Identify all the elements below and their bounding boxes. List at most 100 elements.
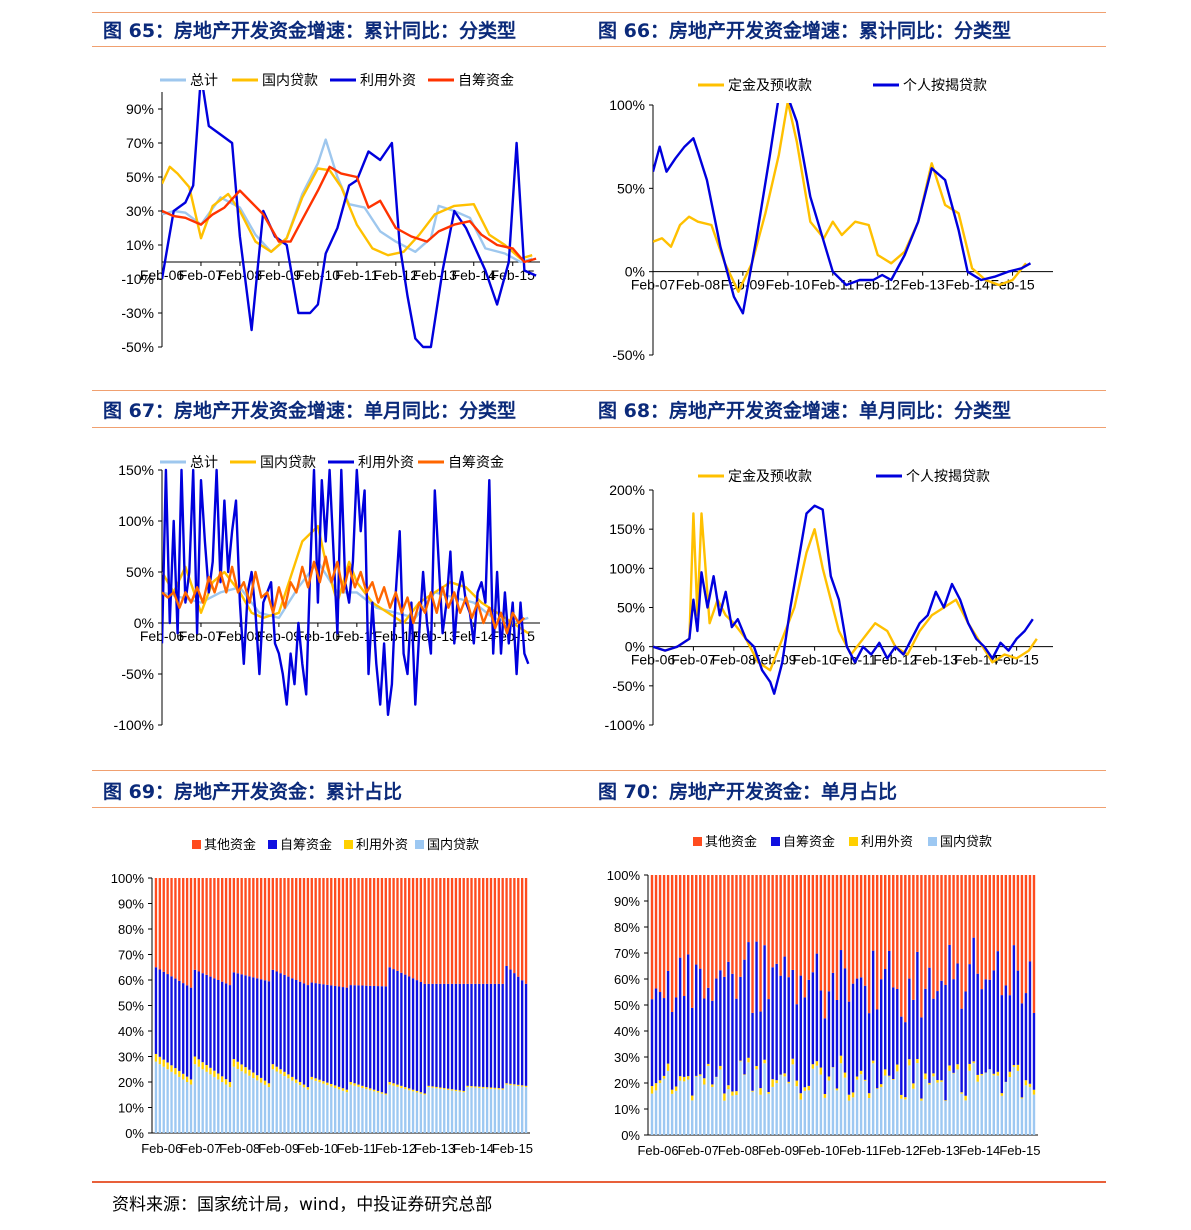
stacked-bar xyxy=(341,878,345,1133)
bar-segment xyxy=(779,975,782,1075)
stacked-bar xyxy=(751,875,754,1135)
stacked-bar xyxy=(948,875,951,1135)
bar-segment xyxy=(224,878,228,984)
stacked-bar xyxy=(306,878,310,1133)
bar-segment xyxy=(779,875,782,976)
stacked-bar xyxy=(201,878,204,1133)
x-tick-label: Feb-09 xyxy=(257,628,302,644)
x-tick-label: Feb-07 xyxy=(180,1141,221,1156)
bar-segment xyxy=(928,1082,931,1085)
bar-segment xyxy=(267,981,271,1084)
bar-segment xyxy=(815,875,819,954)
x-tick-label: Feb-12 xyxy=(879,1143,920,1158)
bar-segment xyxy=(189,878,193,988)
stacked-bar xyxy=(283,878,286,1133)
bar-segment xyxy=(287,1078,290,1133)
bar-segment xyxy=(908,1065,911,1135)
stacked-bar xyxy=(513,878,516,1133)
stacked-bar xyxy=(443,878,446,1133)
stacked-bar xyxy=(1016,875,1020,1135)
bar-segment xyxy=(650,1086,654,1094)
bar-segment xyxy=(827,1076,831,1081)
stacked-bar xyxy=(900,875,903,1135)
bar-segment xyxy=(259,979,263,1078)
bar-segment xyxy=(466,1087,469,1133)
bar-segment xyxy=(205,1065,208,1072)
stacked-bar xyxy=(920,875,923,1135)
legend-swatch xyxy=(693,837,702,846)
y-tick-label: 20% xyxy=(614,1076,640,1091)
bar-segment xyxy=(884,1075,887,1135)
bar-segment xyxy=(1008,995,1012,1072)
bar-segment xyxy=(1000,875,1004,996)
stacked-bar xyxy=(170,878,173,1133)
bar-segment xyxy=(302,878,306,984)
bar-segment xyxy=(795,1004,798,1081)
bar-segment xyxy=(763,1063,766,1135)
bar-segment xyxy=(1024,1085,1028,1135)
bar-segment xyxy=(485,1087,489,1089)
bar-segment xyxy=(217,878,220,980)
legend-swatch xyxy=(415,840,424,849)
bar-segment xyxy=(497,1088,500,1090)
bar-segment xyxy=(682,1076,686,1082)
bar-segment xyxy=(443,1089,446,1133)
bar-segment xyxy=(275,971,278,1067)
bar-segment xyxy=(489,983,493,1088)
bar-segment xyxy=(960,1093,963,1135)
bar-segment xyxy=(976,1074,979,1082)
bar-segment xyxy=(775,1080,778,1084)
bar-segment xyxy=(259,878,263,980)
bar-segment xyxy=(964,1100,967,1135)
bar-segment xyxy=(345,878,349,988)
bar-segment xyxy=(431,1086,434,1088)
bar-segment xyxy=(932,1073,935,1077)
bar-segment xyxy=(322,878,325,985)
bar-segment xyxy=(743,1074,746,1076)
y-tick-label: 90% xyxy=(118,897,144,912)
bar-segment xyxy=(244,1073,247,1133)
bar-segment xyxy=(1004,875,1008,986)
bar-segment xyxy=(787,875,790,978)
bar-segment xyxy=(517,976,520,1085)
y-tick-label: -100% xyxy=(114,717,154,733)
bar-segment xyxy=(855,978,859,1077)
bar-segment xyxy=(205,1071,208,1133)
bar-segment xyxy=(988,979,991,1070)
bar-segment xyxy=(244,975,247,1068)
bar-segment xyxy=(727,875,730,962)
stacked-bar xyxy=(520,878,524,1133)
bar-segment xyxy=(658,1080,662,1084)
legend-label: 利用外资 xyxy=(861,834,913,849)
bar-segment xyxy=(178,878,181,981)
bar-segment xyxy=(686,954,690,1077)
bar-segment xyxy=(439,878,442,984)
x-tick-label: Feb-12 xyxy=(873,652,918,668)
bar-segment xyxy=(365,878,368,986)
stacked-bar xyxy=(984,875,987,1135)
bar-segment xyxy=(831,875,835,973)
bar-segment xyxy=(851,1097,855,1135)
bar-segment xyxy=(318,983,321,1080)
bar-segment xyxy=(658,992,662,1081)
bar-segment xyxy=(271,1069,274,1133)
bar-segment xyxy=(485,878,489,984)
stacked-bar xyxy=(739,875,742,1135)
bar-segment xyxy=(213,978,216,1071)
bar-segment xyxy=(912,1083,915,1089)
x-tick-label: Feb-12 xyxy=(374,267,419,283)
bar-segment xyxy=(259,1077,263,1083)
bar-segment xyxy=(763,1059,766,1064)
bar-segment xyxy=(940,875,943,981)
stacked-bar xyxy=(956,875,959,1135)
stacked-bar xyxy=(252,878,255,1133)
series-line xyxy=(653,103,1027,293)
bar-segment xyxy=(904,1022,907,1098)
legend-label: 利用外资 xyxy=(358,454,414,470)
bar-segment xyxy=(166,1069,169,1133)
legend-label: 个人按揭贷款 xyxy=(906,468,990,484)
legend-label: 国内贷款 xyxy=(262,72,318,88)
bar-segment xyxy=(446,1089,450,1133)
bar-segment xyxy=(182,1079,185,1133)
bar-segment xyxy=(654,1090,658,1135)
